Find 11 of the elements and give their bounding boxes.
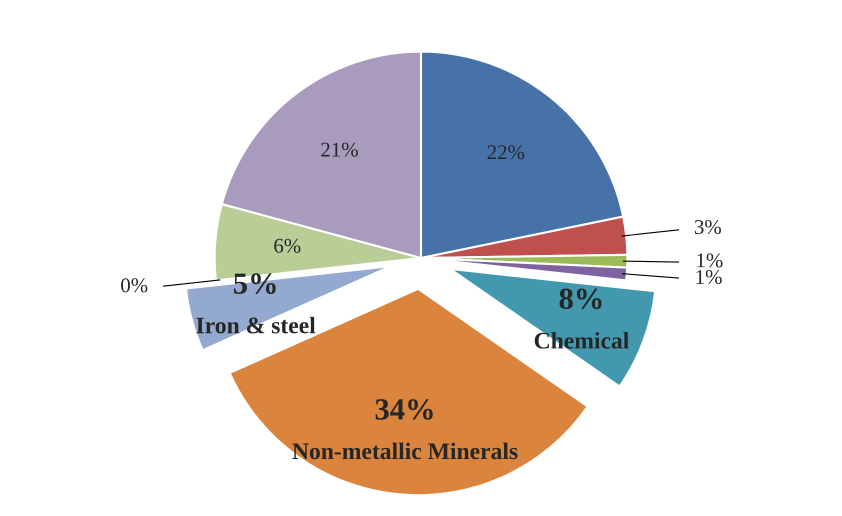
- data-label: 1%: [696, 270, 722, 284]
- slice-label: Non-metallic Minerals: [292, 442, 518, 460]
- data-label: 1%: [697, 253, 723, 268]
- text: 0%: [121, 278, 148, 292]
- data-label: 34%: [376, 399, 433, 420]
- slice-label: Iron & steel: [196, 316, 316, 334]
- data-label: 21%: [321, 142, 358, 157]
- data-label: 6%: [274, 238, 300, 253]
- data-label: 22%: [488, 145, 524, 160]
- data-label: 8%: [560, 288, 602, 310]
- data-label: 3%: [694, 220, 721, 234]
